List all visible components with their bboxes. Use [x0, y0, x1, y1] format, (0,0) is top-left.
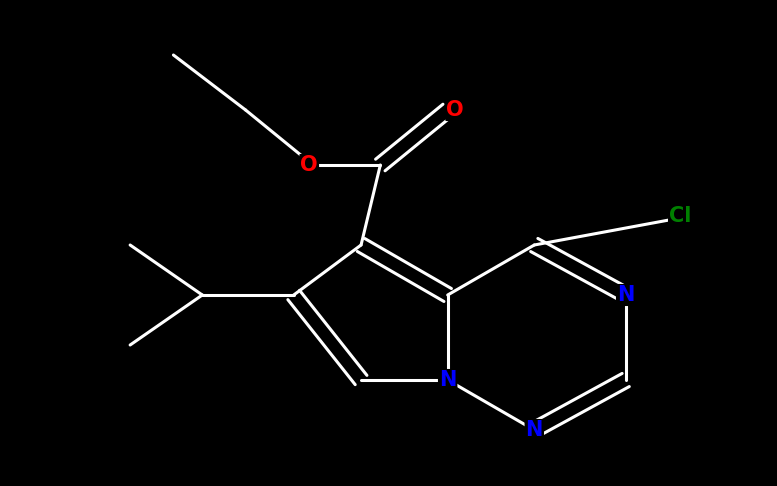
- Text: Cl: Cl: [669, 206, 692, 226]
- Text: N: N: [439, 370, 456, 390]
- Text: O: O: [301, 155, 318, 175]
- Text: N: N: [525, 420, 543, 440]
- Text: O: O: [446, 100, 464, 120]
- Text: N: N: [617, 285, 634, 305]
